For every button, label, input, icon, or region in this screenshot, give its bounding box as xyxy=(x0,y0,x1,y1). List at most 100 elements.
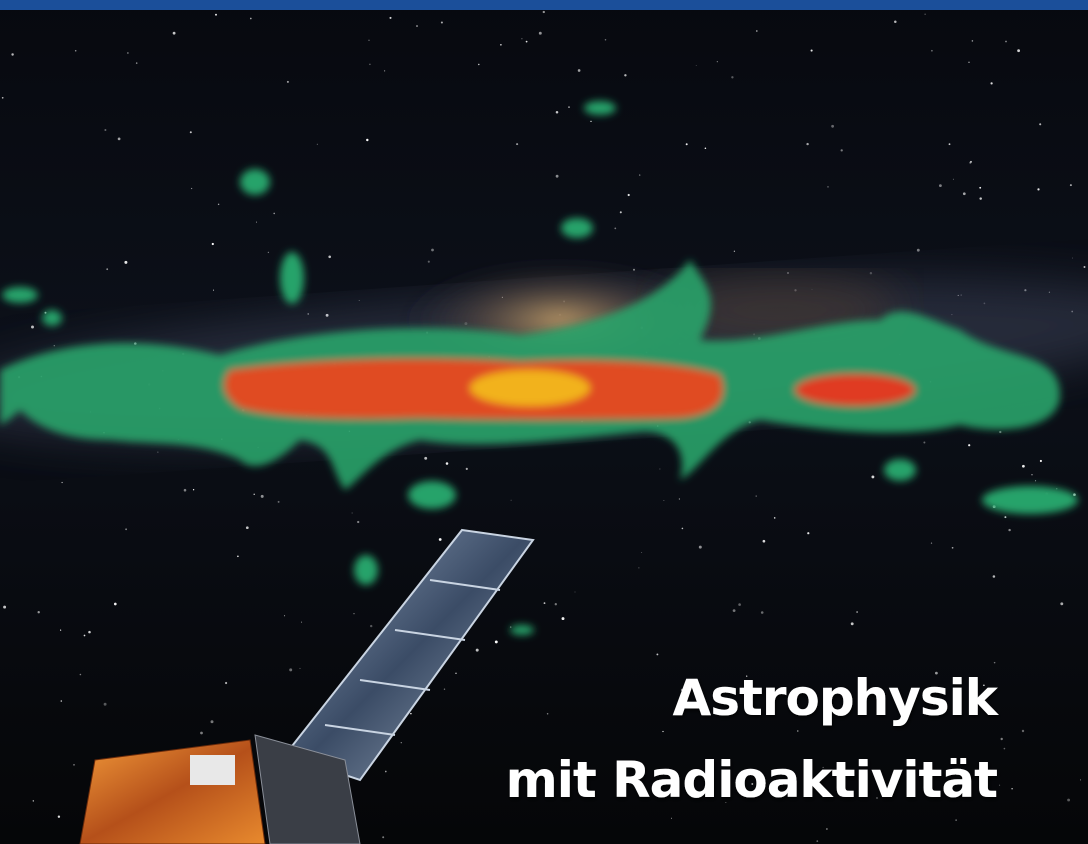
star xyxy=(704,147,707,149)
star xyxy=(979,197,982,200)
title-block: Astrophysik mit Radioaktivität xyxy=(506,669,1001,809)
star xyxy=(662,730,664,733)
star xyxy=(574,591,576,593)
star xyxy=(273,212,275,215)
star xyxy=(509,626,512,628)
star xyxy=(561,617,565,621)
solar-panel xyxy=(283,528,535,782)
star xyxy=(935,671,938,675)
star xyxy=(876,797,878,799)
star xyxy=(521,38,523,40)
star xyxy=(60,629,62,631)
star xyxy=(797,730,799,732)
star xyxy=(1069,184,1072,187)
star xyxy=(368,39,370,41)
star xyxy=(192,489,195,491)
star xyxy=(856,611,858,613)
star xyxy=(455,672,457,674)
star xyxy=(103,702,107,706)
star xyxy=(1003,747,1006,750)
star xyxy=(410,712,412,715)
star xyxy=(1035,480,1037,482)
star xyxy=(125,528,127,531)
star xyxy=(117,137,121,141)
star xyxy=(992,575,996,578)
star xyxy=(971,40,974,42)
green-blob xyxy=(408,481,456,509)
star xyxy=(416,25,418,27)
star xyxy=(568,106,570,108)
radiator xyxy=(190,755,235,785)
star xyxy=(172,31,176,35)
star xyxy=(760,611,764,614)
star xyxy=(681,527,684,530)
star xyxy=(555,110,559,114)
star xyxy=(671,817,673,819)
star xyxy=(787,272,789,274)
star xyxy=(638,567,640,569)
star xyxy=(400,742,402,744)
star xyxy=(1004,516,1007,519)
star xyxy=(678,498,681,500)
star xyxy=(762,539,766,543)
star xyxy=(284,615,286,617)
star xyxy=(190,187,193,190)
star xyxy=(438,538,442,541)
star xyxy=(440,21,443,24)
star xyxy=(948,143,951,146)
star xyxy=(299,667,301,669)
star xyxy=(659,468,661,470)
star xyxy=(1011,787,1013,790)
title-line: mit Radioaktivität xyxy=(506,751,997,809)
panel-seam xyxy=(394,629,466,641)
star xyxy=(351,512,353,514)
green-blob xyxy=(982,486,1078,514)
star xyxy=(210,720,214,724)
star xyxy=(1039,123,1042,126)
star xyxy=(1067,798,1071,802)
satellite xyxy=(79,528,535,844)
star xyxy=(249,17,252,20)
star xyxy=(383,70,386,72)
star xyxy=(627,193,630,197)
star xyxy=(746,675,748,677)
star xyxy=(979,186,982,189)
star xyxy=(680,688,684,692)
green-blob xyxy=(354,555,378,585)
yellow-contour xyxy=(470,370,590,406)
star xyxy=(427,260,430,263)
star xyxy=(366,138,369,142)
star xyxy=(237,555,239,558)
star xyxy=(752,687,755,690)
star xyxy=(124,260,128,264)
star xyxy=(431,248,434,252)
star xyxy=(731,76,734,79)
star xyxy=(685,143,688,146)
star xyxy=(443,688,446,690)
star xyxy=(725,802,727,803)
star xyxy=(1000,737,1003,741)
green-blob xyxy=(561,218,593,238)
star xyxy=(1022,464,1025,468)
star xyxy=(538,31,542,35)
red-contour xyxy=(795,374,915,406)
star xyxy=(37,611,40,614)
star xyxy=(357,520,360,524)
star xyxy=(816,840,819,842)
star xyxy=(277,500,280,503)
star xyxy=(999,430,1002,434)
star xyxy=(353,613,355,615)
star xyxy=(525,40,528,43)
star xyxy=(60,700,63,702)
star xyxy=(831,124,834,128)
star xyxy=(931,49,933,52)
star xyxy=(871,475,875,479)
star xyxy=(475,648,479,652)
star xyxy=(286,80,289,83)
star xyxy=(999,784,1001,786)
star xyxy=(57,815,61,818)
star xyxy=(698,545,702,549)
star xyxy=(1039,459,1042,463)
star xyxy=(695,64,697,66)
star xyxy=(806,142,809,146)
